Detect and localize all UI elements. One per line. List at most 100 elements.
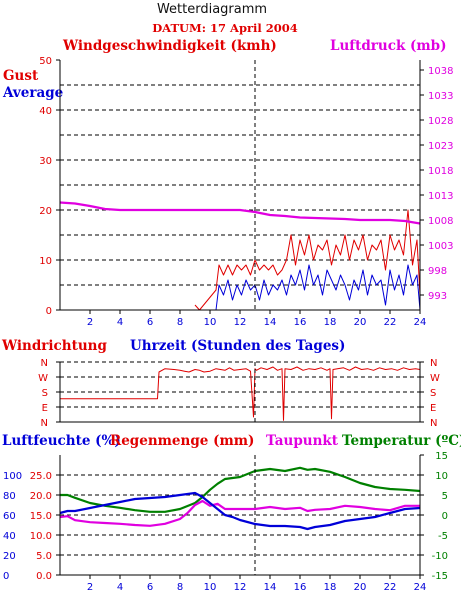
x-tick-label: 16 [294, 317, 307, 328]
y-tick-label-right: 1023 [428, 141, 453, 152]
humidity-grid [60, 474, 420, 556]
x-tick-label: 14 [264, 317, 277, 328]
rain-label: Regenmenge (mm) [110, 433, 254, 449]
y-tick-label-left: 0 [46, 306, 52, 317]
x-tick-label: 4 [117, 317, 123, 328]
wind-grid [60, 84, 420, 286]
y-tick-label-left: N [41, 358, 48, 369]
humidity-tick-label: 20 [3, 551, 16, 562]
x-tick-label: 18 [324, 317, 337, 328]
rain-tick-label: 20.0 [30, 491, 52, 502]
y-tick-label-left: N [41, 418, 48, 429]
humidity-tick-label: 0 [3, 571, 9, 582]
humidity-series [59, 466, 421, 531]
y-tick-label-right: S [430, 388, 436, 399]
average-label: Average [2, 85, 63, 101]
y-tick-label-right: 1018 [428, 166, 453, 177]
humidity-tick-label: 100 [3, 471, 22, 482]
x-tick-label: 8 [177, 317, 183, 328]
x-tick-label: 4 [117, 582, 123, 593]
x-tick-label: 22 [384, 582, 397, 593]
x-tick-label: 24 [414, 582, 427, 593]
x-tick-label: 10 [204, 582, 217, 593]
direction-series [60, 366, 421, 421]
pressure-line [59, 201, 421, 225]
y-tick-label-left: 40 [39, 106, 52, 117]
x-tick-label: 10 [204, 317, 217, 328]
direction-axes: N NW WS SE EN N [38, 358, 440, 429]
rain-tick-label: 25.0 [30, 471, 52, 482]
x-tick-label: 14 [264, 582, 277, 593]
wind-speed-label: Windgeschwindigkeit (kmh) [62, 38, 277, 54]
humidity-line [59, 491, 421, 531]
direction-grid [60, 361, 420, 408]
gust-label: Gust [3, 68, 39, 84]
humidity-axes: 0204060801000.05.010.015.020.025.0-15-10… [3, 451, 448, 593]
y-tick-label-right: W [430, 373, 440, 384]
x-tick-label: 12 [234, 582, 247, 593]
x-tick-label: 8 [177, 582, 183, 593]
gust-line [194, 209, 421, 311]
y-tick-label-left: 10 [39, 256, 52, 267]
rain-tick-label: 10.0 [30, 531, 52, 542]
chart-title: Wetterdiagramm [157, 2, 267, 17]
y-tick-label-right: E [430, 403, 436, 414]
average-line [215, 264, 421, 311]
y-tick-label-left: 20 [39, 206, 52, 217]
y-tick-label-right: 998 [428, 266, 447, 277]
dewpoint-label: Taupunkt [266, 433, 339, 449]
x-tick-label: 20 [354, 582, 367, 593]
x-tick-label: 18 [324, 582, 337, 593]
direction-panel: Windrichtung Uhrzeit (Stunden des Tages)… [1, 338, 440, 429]
temperature-label: Temperatur (ºC) [342, 433, 461, 449]
y-tick-label-left: S [42, 388, 48, 399]
wind-direction-label: Windrichtung [1, 338, 107, 354]
x-tick-label: 16 [294, 582, 307, 593]
y-tick-label-left: W [38, 373, 48, 384]
humidity-tick-label: 60 [3, 511, 16, 522]
humidity-tick-label: 80 [3, 491, 16, 502]
temp-tick-label: -5 [438, 531, 448, 542]
wind-series [59, 201, 421, 311]
dewpoint-line [59, 499, 420, 527]
y-tick-label-right: N [430, 418, 437, 429]
x-tick-label: 22 [384, 317, 397, 328]
humidity-tick-label: 40 [3, 531, 16, 542]
y-tick-label-right: 1033 [428, 91, 453, 102]
wind-axes: 0102030405099399810031008101310181023102… [39, 56, 453, 328]
temp-tick-label: 10 [435, 471, 448, 482]
x-tick-label: 12 [234, 317, 247, 328]
temp-tick-label: 0 [442, 511, 448, 522]
y-tick-label-left: E [42, 403, 48, 414]
y-tick-label-right: 1013 [428, 191, 453, 202]
y-tick-label-left: 30 [39, 156, 52, 167]
humidity-panel: Luftfeuchte (%) Regenmenge (mm) Taupunkt… [2, 433, 461, 593]
date-label: DATUM: 17 April 2004 [152, 21, 298, 35]
rain-tick-label: 0.0 [36, 571, 52, 582]
y-tick-label-right: 1003 [428, 241, 453, 252]
direction-line [60, 366, 421, 421]
x-tick-label: 24 [414, 317, 427, 328]
temp-tick-label: 5 [442, 491, 448, 502]
wind-panel: Windgeschwindigkeit (kmh) Luftdruck (mb)… [2, 38, 453, 328]
x-tick-label: 20 [354, 317, 367, 328]
x-tick-label: 6 [147, 317, 153, 328]
rain-tick-label: 15.0 [30, 511, 52, 522]
y-tick-label-right: 1038 [428, 66, 453, 77]
y-tick-label-right: 1028 [428, 116, 453, 127]
temperature-line [60, 466, 421, 513]
x-tick-label: 6 [147, 582, 153, 593]
y-tick-label-left: 50 [39, 56, 52, 67]
x-tick-label: 2 [87, 317, 93, 328]
temp-tick-label: 15 [435, 451, 448, 462]
rain-tick-label: 5.0 [36, 551, 52, 562]
y-tick-label-right: N [430, 358, 437, 369]
temp-tick-label: -15 [432, 571, 448, 582]
humidity-label: Luftfeuchte (%) [2, 433, 121, 449]
y-tick-label-right: 993 [428, 291, 447, 302]
y-tick-label-right: 1008 [428, 216, 453, 227]
pressure-label: Luftdruck (mb) [330, 38, 447, 54]
time-axis-label: Uhrzeit (Stunden des Tages) [130, 338, 345, 354]
x-tick-label: 2 [87, 582, 93, 593]
